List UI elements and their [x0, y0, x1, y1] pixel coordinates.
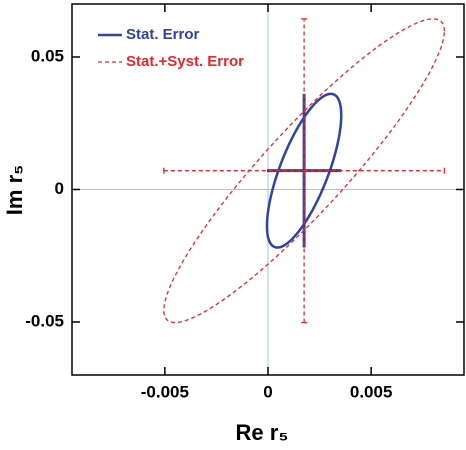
y-tick-label: 0.05	[31, 46, 64, 65]
error-ellipse	[265, 92, 343, 249]
plot-frame	[71, 3, 465, 376]
legend-label: Stat.+Syst. Error	[126, 53, 244, 70]
legend-label: Stat. Error	[126, 26, 200, 43]
x-tick-label: 0.005	[350, 382, 393, 401]
y-tick-label: -0.05	[25, 311, 64, 330]
y-axis-title: Im r₅	[2, 165, 27, 215]
y-tick-label: 0	[55, 179, 64, 198]
x-tick-label: -0.005	[141, 382, 189, 401]
x-axis-title: Re r₅	[236, 420, 289, 445]
x-tick-label: 0	[263, 382, 272, 401]
error-ellipse	[163, 18, 446, 324]
